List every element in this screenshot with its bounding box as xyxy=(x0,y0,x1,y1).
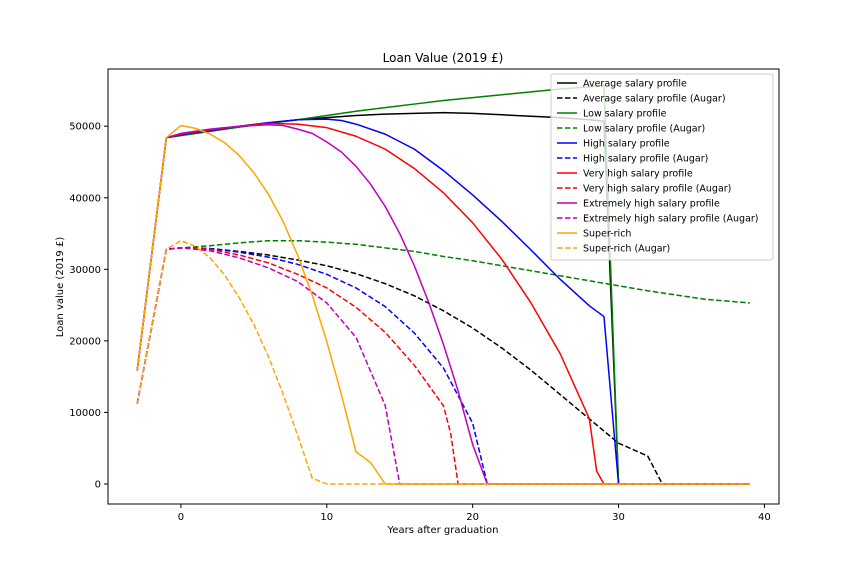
y-tick-label-4: 40000 xyxy=(69,193,101,204)
legend-entry-3: Low salary profile (Augar) xyxy=(583,124,705,135)
legend-entry-5: High salary profile (Augar) xyxy=(583,154,708,165)
legend-box xyxy=(550,73,774,261)
series-line-3 xyxy=(136,239,750,404)
x-tick-label-2: 20 xyxy=(466,512,479,523)
x-tick-label-1: 10 xyxy=(320,512,333,523)
legend-entry-9: Extremely high salary profile (Augar) xyxy=(583,214,759,225)
series-line-9 xyxy=(136,247,750,485)
y-tick-label-2: 20000 xyxy=(69,336,101,347)
x-tick-label-3: 30 xyxy=(612,512,625,523)
x-axis-label: Years after graduation xyxy=(387,525,499,536)
legend-entry-11: Super-rich (Augar) xyxy=(583,244,670,255)
legend-entry-1: Average salary profile (Augar) xyxy=(583,94,726,105)
y-axis-label: Loan value (2019 £) xyxy=(55,237,66,338)
legend-entry-0: Average salary profile xyxy=(583,79,687,90)
y-tick-label-5: 50000 xyxy=(69,122,101,133)
chart-title: Loan Value (2019 £) xyxy=(383,51,504,65)
series-line-8 xyxy=(136,124,750,485)
x-tick-label-0: 0 xyxy=(178,512,184,523)
legend-entry-7: Very high salary profile (Augar) xyxy=(583,184,731,195)
y-ticks: 0 10000 20000 30000 40000 50000 xyxy=(69,122,108,490)
series-line-5 xyxy=(136,247,750,485)
series-line-7 xyxy=(136,247,750,485)
plot-lines xyxy=(136,84,750,485)
legend-entry-6: Very high salary profile xyxy=(583,169,693,180)
x-tick-label-4: 40 xyxy=(758,512,771,523)
series-line-11 xyxy=(136,239,750,485)
legend-entry-2: Low salary profile xyxy=(583,109,667,120)
legend-entry-10: Super-rich xyxy=(583,229,631,240)
series-line-10 xyxy=(136,124,750,485)
y-tick-label-0: 0 xyxy=(95,479,101,490)
series-line-0 xyxy=(136,111,620,485)
y-tick-label-1: 10000 xyxy=(69,408,101,419)
legend: Average salary profile Average salary pro… xyxy=(550,73,774,261)
y-tick-label-3: 30000 xyxy=(69,265,101,276)
legend-entry-8: Extremely high salary profile xyxy=(583,199,720,210)
x-ticks: 0 10 20 30 40 xyxy=(178,504,771,523)
plot-frame xyxy=(107,68,780,505)
legend-entry-4: High salary profile xyxy=(583,139,670,150)
